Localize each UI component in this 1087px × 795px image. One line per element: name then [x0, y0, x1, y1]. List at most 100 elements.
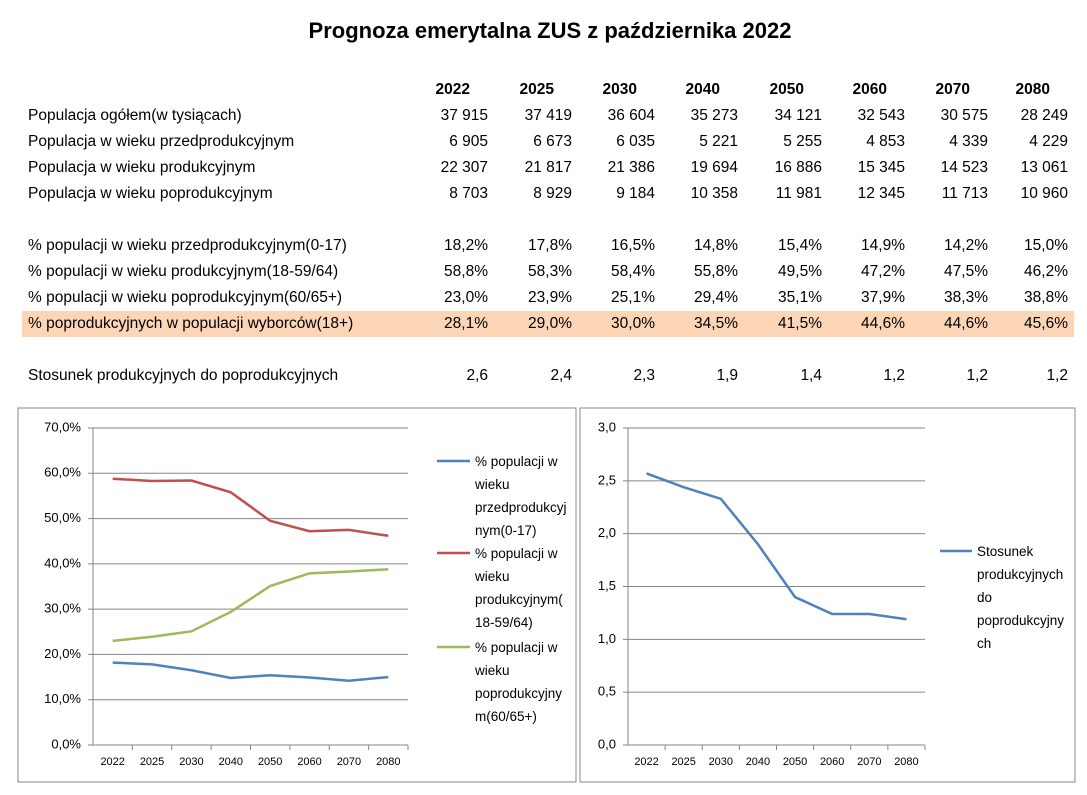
y-tick-label: 0,0 [598, 736, 616, 751]
column-header: 2040 [685, 81, 720, 98]
y-tick-label: 20,0% [44, 646, 81, 661]
cell: 30,0% [611, 315, 655, 332]
y-tick-label: 3,0 [598, 419, 616, 434]
cell: 14 523 [940, 159, 988, 176]
cell: 58,3% [528, 263, 572, 280]
cell: 15 345 [857, 159, 905, 176]
row-label: % populacji w wieku poprodukcyjnym(60/65… [28, 289, 343, 306]
x-tick-label: 2025 [671, 756, 695, 768]
cell: 21 817 [524, 159, 572, 176]
cell: 16,5% [611, 237, 655, 254]
x-tick-label: 2060 [297, 756, 321, 768]
cell: 32 543 [857, 107, 905, 124]
x-tick-label: 2080 [376, 756, 400, 768]
cell: 4 339 [949, 133, 988, 150]
cell: 11 981 [775, 185, 822, 202]
series-line [112, 477, 389, 538]
chart-frame [17, 407, 577, 783]
legend-label: % populacji w wieku przedprodukcyjnym(0-… [475, 454, 567, 538]
cell: 34 121 [774, 107, 822, 124]
cell: 38,8% [1024, 289, 1068, 306]
y-tick-label: 2,0 [598, 525, 616, 540]
cell: 45,6% [1024, 315, 1068, 332]
cell: 34,5% [694, 315, 738, 332]
cell: 44,6% [944, 315, 988, 332]
cell: 19 694 [690, 159, 738, 176]
cell: 23,0% [444, 289, 488, 306]
cell: 30 575 [940, 107, 988, 124]
cell: 1,4 [800, 367, 822, 384]
series-line [646, 472, 907, 621]
cell: 35 273 [690, 107, 738, 124]
y-tick-label: 40,0% [44, 555, 81, 570]
y-tick-label: 1,5 [598, 578, 616, 593]
x-tick-label: 2040 [746, 756, 770, 768]
cell: 44,6% [861, 315, 905, 332]
cell: 47,5% [944, 263, 988, 280]
column-header: 2022 [435, 81, 470, 98]
cell: 15,4% [778, 237, 822, 254]
cell: 49,5% [778, 263, 822, 280]
cell: 25,1% [611, 289, 655, 306]
x-tick-label: 2070 [337, 756, 361, 768]
cell: 2,6 [466, 367, 488, 384]
cell: 12 345 [857, 185, 905, 202]
cell: 10 960 [1020, 185, 1068, 202]
cell: 29,4% [694, 289, 738, 306]
x-tick-label: 2080 [894, 756, 918, 768]
cell: 55,8% [694, 263, 738, 280]
y-tick-label: 60,0% [44, 465, 81, 480]
y-tick-label: 0,0% [51, 736, 81, 751]
row-label: % poprodukcyjnych w populacji wyborców(1… [28, 315, 354, 332]
cell: 15,0% [1024, 237, 1068, 254]
cell: 46,2% [1024, 263, 1068, 280]
cell: 28,1% [444, 315, 488, 332]
cell: 4 853 [866, 133, 905, 150]
row-label: Populacja w wieku produkcyjnym [28, 159, 256, 176]
y-tick-label: 2,5 [598, 472, 616, 487]
row-label: % populacji w wieku produkcyjnym(18-59/6… [28, 263, 339, 280]
cell: 6 035 [616, 133, 655, 150]
column-header: 2050 [769, 81, 804, 98]
cell: 2,3 [633, 367, 655, 384]
cell: 6 905 [449, 133, 488, 150]
y-tick-label: 70,0% [44, 419, 81, 434]
cell: 21 386 [607, 159, 655, 176]
x-tick-label: 2060 [820, 756, 844, 768]
cell: 8 703 [449, 185, 488, 202]
cell: 22 307 [440, 159, 488, 176]
cell: 41,5% [778, 315, 822, 332]
cell: 58,8% [444, 263, 488, 280]
x-tick-label: 2022 [100, 756, 124, 768]
cell: 1,2 [1046, 367, 1068, 384]
cell: 37,9% [861, 289, 905, 306]
y-tick-label: 10,0% [44, 691, 81, 706]
x-tick-label: 2030 [709, 756, 733, 768]
cell: 2,4 [550, 367, 572, 384]
cell: 23,9% [528, 289, 572, 306]
column-header: 2030 [602, 81, 637, 98]
cell: 9 184 [616, 185, 655, 202]
cell: 37 419 [524, 107, 572, 124]
cell: 1,2 [883, 367, 905, 384]
row-label: % populacji w wieku przedprodukcyjnym(0-… [28, 237, 347, 254]
column-header: 2070 [935, 81, 970, 98]
x-tick-label: 2022 [634, 756, 658, 768]
page-title: Prognoza emerytalna ZUS z października 2… [308, 18, 792, 43]
y-tick-label: 50,0% [44, 510, 81, 525]
x-tick-label: 2025 [140, 756, 164, 768]
legend-label: % populacji w wieku poprodukcyjnym(60/65… [475, 640, 563, 724]
x-tick-label: 2030 [179, 756, 203, 768]
cell: 14,9% [861, 237, 905, 254]
row-label: Populacja ogółem(w tysiącach) [28, 107, 242, 124]
cell: 1,9 [716, 367, 738, 384]
y-tick-label: 0,5 [598, 684, 616, 699]
row-label: Populacja w wieku przedprodukcyjnym [28, 133, 295, 150]
row-label: Populacja w wieku poprodukcyjnym [28, 185, 273, 202]
x-tick-label: 2050 [783, 756, 807, 768]
column-header: 2060 [852, 81, 887, 98]
cell: 10 358 [690, 185, 738, 202]
chart-frame [579, 407, 1076, 783]
